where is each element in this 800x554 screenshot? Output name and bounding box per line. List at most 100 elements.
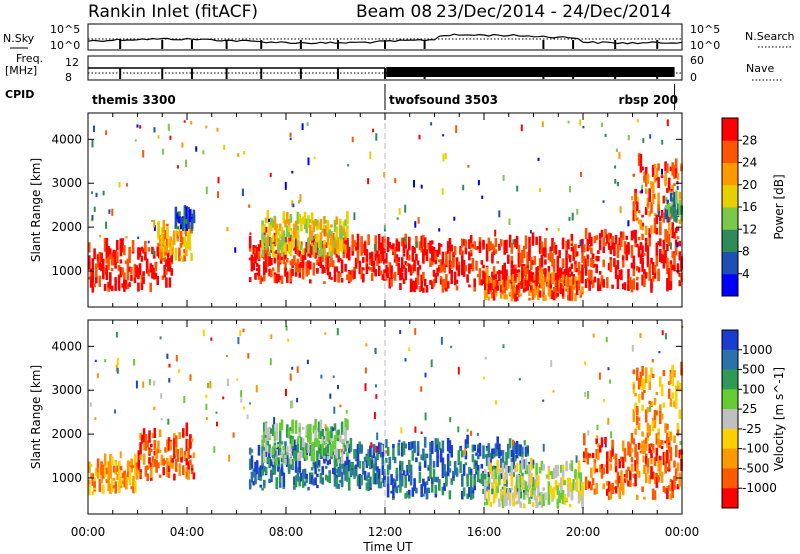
power-panel-ytick-label-2: 3000 bbox=[51, 176, 82, 190]
power-colorbar-swatch-4 bbox=[722, 184, 738, 208]
freq-unit: [MHz] bbox=[5, 64, 37, 77]
freq-label: Freq. bbox=[16, 52, 43, 65]
power-colorbar-swatch-7 bbox=[722, 118, 738, 141]
x-axis-title: Time UT bbox=[362, 540, 413, 554]
power-colorbar-swatch-0 bbox=[722, 273, 738, 297]
freq-tick-low: 8 bbox=[65, 71, 72, 84]
velocity-panel-sparse-echoes bbox=[89, 325, 684, 463]
velocity-panel-ytick-label-3: 4000 bbox=[51, 339, 82, 353]
power-panel-sparse-echoes bbox=[90, 119, 679, 256]
cpid-row: themis 3300 twofsound 3503 rbsp 200 bbox=[92, 84, 678, 110]
velocity-panel-ytick-label-0: 1000 bbox=[51, 471, 82, 485]
power-colorbar-tick-label-2: 12 bbox=[742, 222, 757, 236]
velocity-colorbar-label: Velocity [m s^-1] bbox=[772, 367, 786, 471]
power-panel: 1000 2000 3000 4000 Slant Range [km] bbox=[29, 112, 683, 308]
noise-tick-high-left: 10^5 bbox=[50, 23, 80, 36]
velocity-panel-region-1 bbox=[137, 422, 196, 482]
power-panel-ytick-label-1: 2000 bbox=[51, 220, 82, 234]
nave-tick-low: 0 bbox=[690, 71, 697, 84]
velocity-panel-region-7 bbox=[632, 361, 683, 443]
power-colorbar-swatch-5 bbox=[722, 162, 738, 186]
x-tick-label-1: 04:00 bbox=[170, 525, 205, 539]
noise-trace bbox=[87, 33, 683, 49]
velocity-colorbar-tick-label-3: 25 bbox=[742, 402, 757, 416]
x-tick-label-3: 12:00 bbox=[368, 525, 403, 539]
power-panel-ytick-label-0: 1000 bbox=[51, 264, 82, 278]
cpid-label-2: rbsp 200 bbox=[619, 93, 678, 107]
velocity-panel-ytick-label-1: 2000 bbox=[51, 427, 82, 441]
velocity-colorbar-swatch-6 bbox=[722, 448, 738, 469]
nsky-label: N.Sky bbox=[3, 32, 35, 45]
power-colorbar-swatch-1 bbox=[722, 251, 738, 275]
power-panel-region-1 bbox=[157, 219, 193, 262]
power-colorbar-swatch-3 bbox=[722, 207, 738, 230]
beam-label: Beam 08 bbox=[356, 2, 432, 22]
velocity-colorbar-swatch-8 bbox=[722, 488, 738, 509]
power-colorbar-tick-label-6: 28 bbox=[742, 133, 757, 147]
x-tick-label-5: 20:00 bbox=[566, 525, 601, 539]
velocity-panel-region-0 bbox=[88, 453, 139, 496]
power-panel-region-8 bbox=[632, 153, 683, 236]
power-panel-region-7 bbox=[583, 227, 683, 293]
velocity-colorbar-tick-label-6: -500 bbox=[742, 461, 769, 475]
velocity-colorbar: 1000 500 100 25 -25 -100 -500 -1000 Velocity [m … bbox=[721, 329, 786, 509]
freq-tick-high: 12 bbox=[65, 56, 79, 69]
date-range: 23/Dec/2014 - 24/Dec/2014 bbox=[436, 2, 671, 22]
power-panel-region-3 bbox=[248, 232, 386, 285]
power-panel-region-2 bbox=[174, 205, 196, 231]
velocity-colorbar-swatch-5 bbox=[722, 428, 738, 450]
power-colorbar-label: Power [dB] bbox=[772, 174, 786, 239]
power-panel-region-6 bbox=[484, 266, 584, 302]
x-tick-label-6: 00:00 bbox=[665, 525, 700, 539]
power-panel-region-4 bbox=[261, 210, 349, 258]
velocity-colorbar-frame bbox=[721, 329, 739, 509]
power-colorbar: 4 8 12 16 20 24 28 Power [dB] bbox=[721, 117, 786, 297]
velocity-colorbar-tick-label-7: -1000 bbox=[742, 481, 777, 495]
x-tick-label-0: 00:00 bbox=[71, 525, 106, 539]
freq-block-twofsound bbox=[386, 67, 675, 77]
power-colorbar-tick-label-5: 24 bbox=[742, 156, 757, 170]
nave-tick-high: 60 bbox=[690, 54, 704, 67]
velocity-colorbar-swatch-1 bbox=[722, 349, 738, 371]
velocity-panel: 1000 2000 3000 4000 Slant Range [km] bbox=[29, 319, 684, 515]
velocity-panel-region-6 bbox=[583, 432, 683, 500]
x-tick-label-2: 08:00 bbox=[269, 525, 304, 539]
velocity-colorbar-swatch-4 bbox=[722, 409, 738, 430]
power-panel-ylabel: Slant Range [km] bbox=[29, 158, 43, 262]
cpid-label: CPID bbox=[5, 88, 34, 101]
velocity-colorbar-tick-label-1: 500 bbox=[742, 363, 765, 377]
noise-panel-frame bbox=[87, 23, 683, 51]
velocity-colorbar-swatch-3 bbox=[722, 389, 738, 410]
cpid-label-0: themis 3300 bbox=[92, 93, 176, 107]
velocity-colorbar-swatch-7 bbox=[722, 468, 738, 489]
velocity-panel-ytick-label-2: 3000 bbox=[51, 383, 82, 397]
station-title: Rankin Inlet (fitACF) bbox=[88, 2, 258, 22]
velocity-colorbar-tick-label-4: -25 bbox=[742, 422, 762, 436]
nave-label: Nave bbox=[746, 62, 774, 75]
velocity-panel-region-3 bbox=[261, 418, 349, 465]
velocity-panel-region-2 bbox=[248, 437, 386, 491]
velocity-colorbar-tick-label-2: 100 bbox=[742, 382, 765, 396]
power-colorbar-swatch-6 bbox=[722, 140, 738, 163]
power-colorbar-tick-label-1: 8 bbox=[742, 245, 750, 259]
velocity-colorbar-swatch-0 bbox=[722, 330, 738, 351]
power-colorbar-swatch-2 bbox=[722, 229, 738, 252]
velocity-panel-region-5 bbox=[484, 456, 584, 509]
x-axis: 00:00 04:00 08:00 12:00 16:00 20:00 00:00 bbox=[71, 525, 700, 539]
velocity-colorbar-swatch-2 bbox=[722, 369, 738, 390]
power-colorbar-tick-label-3: 16 bbox=[742, 200, 757, 214]
nsearch-label: N.Search bbox=[745, 30, 795, 43]
velocity-panel-ylabel: Slant Range [km] bbox=[29, 365, 43, 469]
x-tick-label-4: 16:00 bbox=[467, 525, 502, 539]
noise-tick-low-left: 10^0 bbox=[50, 39, 80, 52]
freq-trace bbox=[88, 67, 682, 79]
velocity-colorbar-tick-label-0: 1000 bbox=[742, 343, 773, 357]
velocity-colorbar-tick-label-5: -100 bbox=[742, 442, 769, 456]
power-colorbar-tick-label-4: 20 bbox=[742, 178, 757, 192]
power-colorbar-tick-label-0: 4 bbox=[742, 267, 750, 281]
cpid-label-1: twofsound 3503 bbox=[389, 93, 498, 107]
noise-tick-low-right: 10^0 bbox=[690, 39, 720, 52]
power-panel-ytick-label-3: 4000 bbox=[51, 132, 82, 146]
noise-tick-high-right: 10^5 bbox=[690, 23, 720, 36]
